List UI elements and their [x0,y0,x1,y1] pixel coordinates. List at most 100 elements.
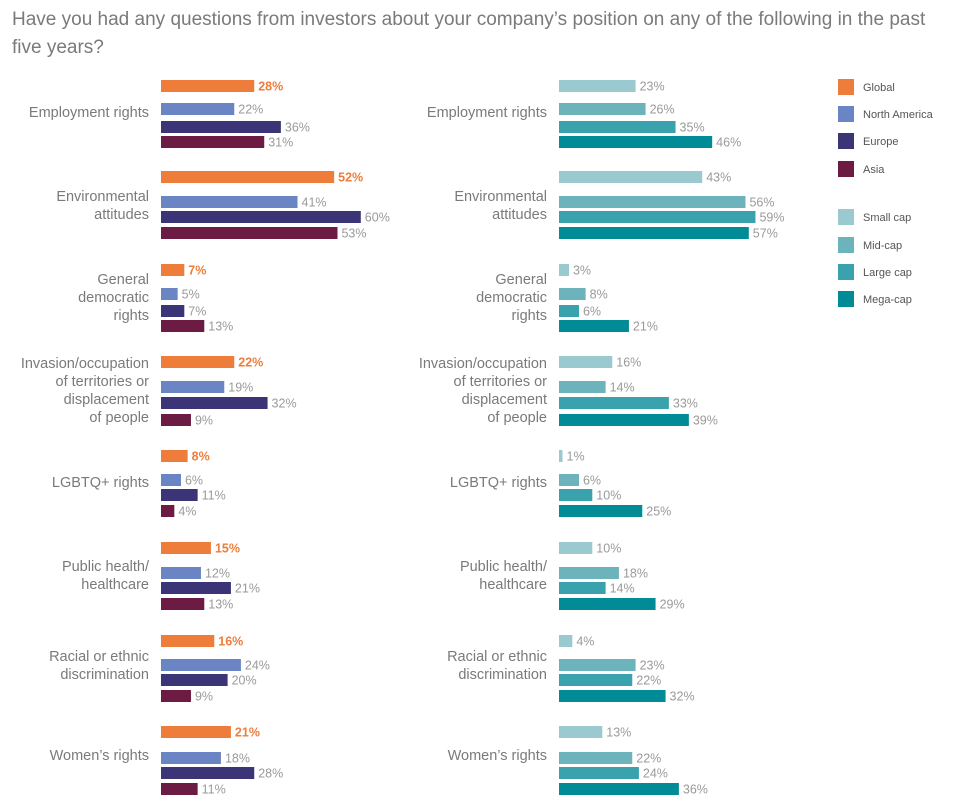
bar-size-mid-cap [559,752,633,764]
legend-label: Mid-cap [863,240,902,252]
bar-region-asia [161,227,338,239]
legend-label: Global [863,82,895,94]
bar-region-global [161,450,188,462]
legend-swatch [838,237,854,253]
legend-label: Small cap [863,212,911,224]
value-label: 52% [338,171,363,185]
bar-size-small-cap [559,542,593,554]
bar-region-global [161,171,335,183]
value-label: 36% [285,121,310,135]
value-label: 5% [182,288,200,302]
legend-label: North America [863,109,934,121]
bar-region-europe [161,674,228,686]
value-label: 8% [590,288,608,302]
value-label: 21% [633,320,658,334]
value-label: 3% [573,264,591,278]
value-label: 7% [188,305,206,319]
bar-size-large-cap [559,397,669,409]
value-label: 11% [202,489,226,503]
value-label: 15% [215,542,240,556]
bar-size-mid-cap [559,474,579,486]
bar-size-large-cap [559,211,756,223]
category-label: Invasion/occupation of territories or disp… [21,356,149,426]
bar-size-small-cap [559,450,563,462]
bar-size-large-cap [559,489,593,501]
value-label: 22% [636,752,661,766]
bar-region-europe [161,582,231,594]
value-label: 28% [258,80,283,94]
bar-region-global [161,635,215,647]
bar-size-mid-cap [559,288,586,300]
legend-swatch [838,209,854,225]
bar-size-small-cap [559,171,703,183]
value-label: 32% [670,690,695,704]
category-label: Employment rights [427,105,547,121]
value-label: 24% [643,767,668,781]
legend-label: Asia [863,164,885,176]
bar-region-asia [161,136,265,148]
value-label: 9% [195,414,213,428]
value-label: 21% [235,582,260,596]
bar-size-large-cap [559,305,579,317]
value-label: 8% [192,450,210,464]
bar-size-mega-cap [559,598,656,610]
value-label: 6% [583,474,601,488]
bar-size-large-cap [559,121,676,133]
value-label: 29% [660,598,685,612]
value-label: 39% [693,414,718,428]
bar-region-asia [161,598,205,610]
category-label: Environmental attitudes [454,189,547,223]
bar-region-europe [161,397,268,409]
bar-size-small-cap [559,726,603,738]
value-label: 26% [650,103,675,117]
value-label: 31% [268,136,293,150]
bar-size-mid-cap [559,196,746,208]
value-label: 43% [706,171,731,185]
category-label: General democratic rights [78,272,149,324]
value-label: 16% [616,356,641,370]
bar-size-mid-cap [559,567,619,579]
bar-size-mid-cap [559,103,646,115]
category-label: Employment rights [29,105,149,121]
legend-swatch [838,264,854,280]
value-label: 10% [596,489,621,503]
bar-region-asia [161,690,191,702]
category-label: Invasion/occupation of territories or disp… [419,356,547,426]
value-label: 32% [272,397,297,411]
value-label: 13% [606,726,631,740]
bar-region-asia [161,505,175,517]
chart-title: Have you had any questions from investor… [12,9,926,58]
value-label: 13% [208,320,233,334]
bar-size-mega-cap [559,320,629,332]
value-label: 22% [238,103,263,117]
legend-swatch [838,161,854,177]
value-label: 12% [205,567,230,581]
value-label: 60% [365,211,390,225]
legend-swatch [838,106,854,122]
bar-region-asia [161,414,191,426]
value-label: 46% [716,136,741,150]
value-label: 56% [749,196,774,210]
value-label: 16% [218,635,243,649]
bar-region-north-america [161,103,235,115]
bar-size-large-cap [559,767,639,779]
bar-region-north-america [161,752,221,764]
value-label: 7% [188,264,206,278]
bar-size-small-cap [559,635,573,647]
bar-size-mid-cap [559,381,606,393]
bar-size-mega-cap [559,783,679,795]
bar-region-north-america [161,288,178,300]
legend-swatch [838,291,854,307]
bar-size-mega-cap [559,505,643,517]
bar-region-global [161,726,231,738]
value-label: 22% [238,356,263,370]
legend-label: Europe [863,136,898,148]
category-label: Public health/healthcare [460,559,548,593]
bar-region-europe [161,767,255,779]
value-label: 18% [623,567,648,581]
bar-region-north-america [161,659,241,671]
bar-region-north-america [161,474,181,486]
bar-region-north-america [161,567,201,579]
category-label: Women’s rights [50,748,149,764]
bar-region-global [161,264,185,276]
